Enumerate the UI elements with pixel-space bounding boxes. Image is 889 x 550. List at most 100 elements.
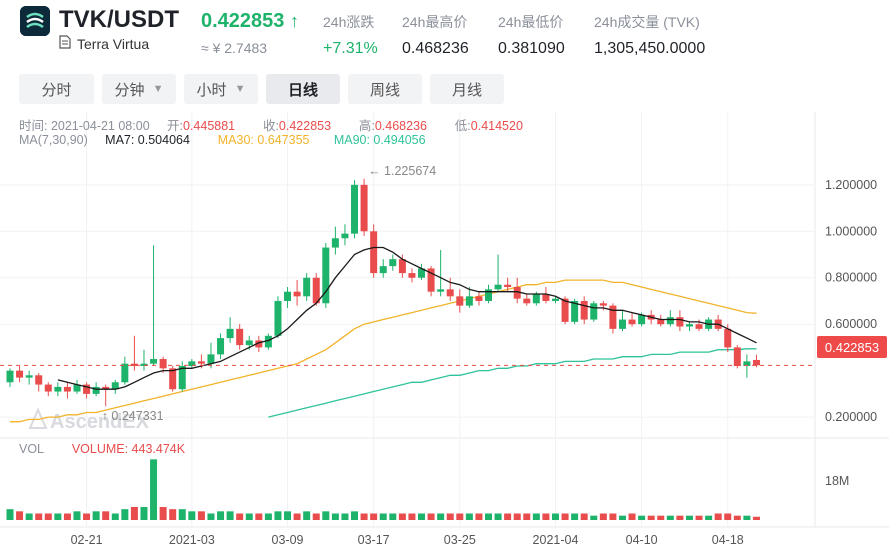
y-tick-label: 0.600000: [825, 317, 877, 331]
candle-body: [102, 386, 110, 390]
candle-body: [188, 361, 196, 366]
candle-body: [226, 328, 234, 339]
candle-body: [599, 303, 607, 306]
candle-body: [73, 384, 81, 392]
candle-body: [236, 328, 244, 346]
volume-bar: [456, 513, 464, 520]
high-label: 高:: [358, 119, 375, 133]
tab-week[interactable]: 周线: [348, 74, 422, 104]
volume-bar: [647, 515, 655, 520]
y-tick-label: 0.800000: [825, 271, 877, 285]
tab-label: 日线: [287, 81, 318, 99]
last-price: 0.422853 ↑: [201, 10, 299, 33]
volume-bar: [169, 509, 177, 520]
candle-body: [542, 294, 550, 301]
volume-bar: [542, 513, 550, 520]
candle-body: [303, 277, 311, 297]
candle-body: [197, 361, 205, 364]
tab-month[interactable]: 月线: [430, 74, 504, 104]
watermark-text: AscendEX: [50, 411, 150, 433]
y-tick-label: 1.200000: [825, 178, 877, 192]
stat-value-change: +7.31%: [323, 40, 378, 57]
volume-bar: [111, 513, 119, 520]
volume-bar: [207, 513, 215, 520]
candle-body: [628, 319, 636, 325]
tab-label: 分钟: [114, 81, 145, 99]
volume-bar: [178, 509, 186, 520]
candle-body: [724, 328, 732, 348]
candle-body: [695, 324, 703, 329]
candle-body: [398, 259, 406, 274]
volume-bar: [35, 513, 43, 520]
volume-bar: [743, 515, 751, 520]
volume-bar: [389, 513, 397, 520]
tab-day[interactable]: 日线: [266, 74, 340, 104]
volume-bar: [504, 513, 512, 520]
volume-bar: [485, 513, 492, 520]
ma30-line: [10, 279, 757, 423]
volume-bar: [341, 513, 349, 520]
candle-body: [685, 324, 693, 327]
tab-label: 小时: [196, 81, 227, 99]
volume-bar: [618, 515, 626, 520]
close-label: 收:: [262, 119, 279, 133]
ohlc-info: 时间: 2021-04-21 08:00 开:0.445881 收:0.4228…: [19, 115, 523, 134]
volume-bar: [418, 513, 426, 520]
stat-value-low: 0.381090: [498, 40, 565, 57]
tab-label: 分时: [41, 81, 72, 99]
ma30-value: MA30: 0.647355: [217, 133, 310, 147]
ma7-line: [57, 246, 757, 390]
candle-body: [312, 277, 320, 304]
volume-bar: [638, 515, 646, 520]
candle-body: [657, 319, 665, 325]
candle-body: [513, 287, 521, 299]
ma7-value: MA7: 0.504064: [105, 133, 190, 147]
tab-minute[interactable]: 分钟 ▼: [102, 74, 176, 104]
volume-bar: [714, 513, 722, 520]
x-tick-label: 03-25: [444, 533, 476, 547]
volume-bar: [255, 513, 263, 520]
tab-hour[interactable]: 小时 ▼: [184, 74, 258, 104]
volume-bar: [92, 511, 100, 520]
document-icon: [59, 35, 71, 52]
y-tick-label: 1.000000: [825, 224, 877, 238]
volume-value: VOLUME: 443.474K: [71, 442, 186, 456]
volume-bar: [226, 511, 234, 520]
candle-body: [571, 300, 579, 322]
volume-bar: [752, 516, 760, 520]
x-tick-label: 03-17: [358, 533, 390, 547]
volume-bar: [437, 513, 445, 520]
stat-label-low: 24h最低价: [498, 14, 564, 30]
candle-body: [561, 298, 569, 322]
vol-label: VOL: [19, 442, 45, 456]
candle-body: [494, 284, 502, 290]
candle-body: [159, 359, 167, 369]
volume-bar: [303, 511, 311, 520]
candle-body: [590, 303, 598, 320]
low-value: 0.414520: [470, 119, 523, 133]
volume-bar: [475, 513, 483, 520]
volume-bar: [695, 515, 703, 520]
volume-bar: [264, 513, 272, 520]
candle-body: [580, 300, 588, 320]
candle-body: [379, 266, 387, 274]
x-tick-label: 2021-04: [533, 533, 579, 547]
market-header: TVK/USDT Terra Virtua 0.422853 ↑ ≈ ¥ 2.7…: [0, 0, 889, 68]
candle-body: [264, 335, 272, 348]
last-price-tag: 0.422853: [817, 336, 887, 358]
volume-bar: [54, 513, 62, 520]
candle-body: [44, 384, 52, 392]
volume-bar: [284, 511, 292, 520]
candle-body: [676, 317, 684, 327]
volume-bar: [676, 515, 684, 520]
stat-label-volume: 24h成交量 (TVK): [594, 14, 700, 30]
candle-body: [284, 291, 292, 301]
candle-body: [437, 289, 445, 292]
caret-down-icon: ▼: [152, 83, 164, 95]
open-label: 开:: [167, 119, 183, 133]
volume-bar: [705, 515, 713, 520]
ma-label: MA(7,30,90): [19, 133, 88, 147]
tab-timeline[interactable]: 分时: [19, 74, 94, 104]
volume-bar: [217, 511, 225, 520]
